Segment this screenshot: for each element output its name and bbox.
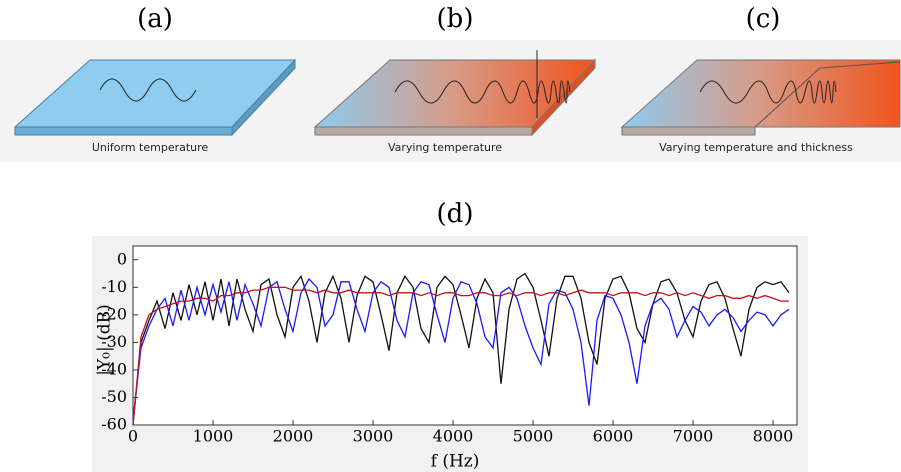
caption: Varying temperature — [388, 141, 502, 154]
x-tick-label: 0 — [128, 427, 138, 446]
x-tick-label: 1000 — [193, 427, 234, 446]
line — [132, 277, 790, 420]
slab — [620, 59, 901, 136]
y-tick-label: -10 — [101, 277, 127, 296]
panel-label: (b) — [437, 4, 474, 34]
y-tick-label: -40 — [101, 359, 127, 378]
slab — [13, 58, 297, 137]
panel-label: (a) — [137, 4, 173, 34]
y-tick-label: -20 — [101, 304, 127, 323]
caption: Varying temperature and thickness — [659, 141, 853, 154]
x-tick-label: 4000 — [433, 427, 474, 446]
slab — [313, 50, 597, 137]
line — [132, 286, 789, 426]
y-tick-label: -50 — [101, 387, 127, 406]
y-axis-label: |Y₀| (dB) — [95, 304, 115, 376]
y-tick-label: -30 — [101, 332, 127, 351]
chart-title: (d) — [437, 199, 474, 229]
x-axis-label: f (Hz) — [431, 452, 480, 472]
x-tick-label: 3000 — [353, 427, 394, 446]
x-tick-label: 6000 — [593, 427, 634, 446]
y-tick-label: -60 — [101, 415, 127, 434]
x-tick-label: 8000 — [753, 427, 794, 446]
x-tick-label: 7000 — [673, 427, 714, 446]
plot-area — [132, 245, 798, 426]
x-tick-label: 2000 — [273, 427, 314, 446]
panel-label: (c) — [746, 4, 781, 34]
x-tick-label: 5000 — [513, 427, 554, 446]
y-tick-label: 0 — [117, 249, 127, 268]
caption: Uniform temperature — [92, 141, 209, 154]
